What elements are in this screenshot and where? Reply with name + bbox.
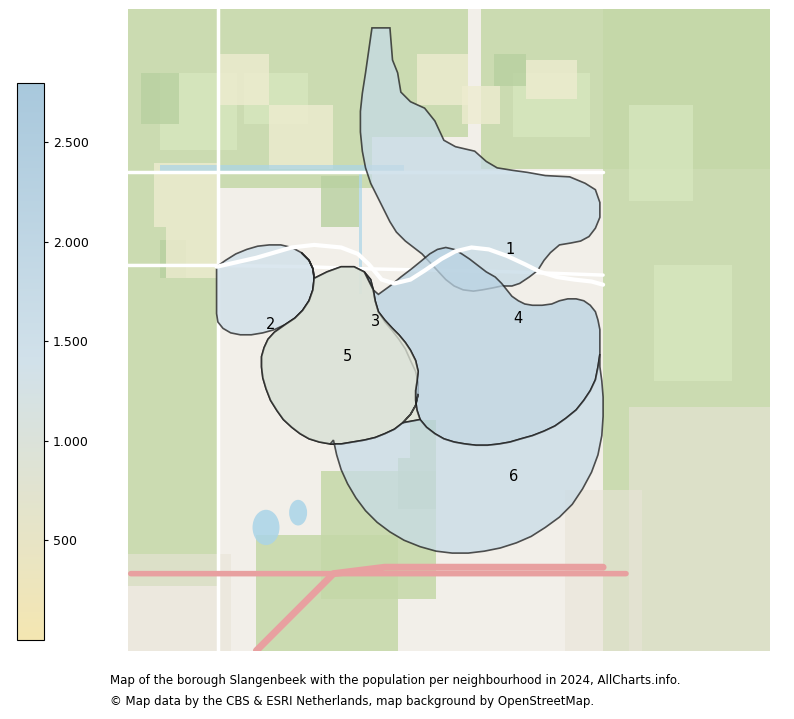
Bar — [256, 535, 398, 651]
Bar — [526, 60, 577, 99]
Bar — [462, 86, 500, 124]
Text: 6: 6 — [509, 469, 518, 484]
Bar — [218, 54, 269, 105]
Bar — [160, 165, 404, 173]
Bar — [629, 105, 693, 201]
Bar — [359, 173, 362, 294]
Ellipse shape — [252, 510, 279, 545]
Polygon shape — [261, 267, 420, 444]
Bar — [244, 73, 308, 124]
Bar — [654, 265, 731, 381]
Bar — [603, 9, 770, 329]
Bar — [269, 105, 333, 169]
Bar — [128, 188, 218, 329]
Bar — [629, 407, 770, 651]
Text: 3: 3 — [371, 314, 380, 329]
Bar — [565, 490, 642, 651]
Bar — [128, 9, 372, 188]
Text: Map of the borough Slangenbeek with the population per neighbourhood in 2024, Al: Map of the borough Slangenbeek with the … — [110, 674, 680, 687]
Bar — [160, 73, 237, 150]
Bar — [603, 329, 770, 651]
Ellipse shape — [289, 500, 307, 526]
Bar — [417, 54, 468, 105]
Bar — [513, 73, 590, 137]
Polygon shape — [360, 28, 600, 291]
Polygon shape — [217, 245, 314, 335]
Bar — [410, 420, 436, 458]
Polygon shape — [364, 247, 600, 445]
Bar — [372, 9, 468, 137]
Text: 5: 5 — [343, 349, 353, 364]
Text: 2: 2 — [266, 317, 276, 332]
Bar — [154, 162, 218, 227]
Bar — [398, 458, 436, 510]
Bar — [128, 554, 231, 651]
Polygon shape — [330, 354, 603, 553]
Text: © Map data by the CBS & ESRI Netherlands, map background by OpenStreetMap.: © Map data by the CBS & ESRI Netherlands… — [110, 695, 594, 707]
Bar — [141, 73, 179, 124]
Bar — [167, 227, 218, 278]
Polygon shape — [261, 252, 418, 444]
Bar — [321, 471, 436, 600]
Bar — [128, 329, 218, 587]
Bar — [481, 9, 770, 169]
Text: 1: 1 — [505, 242, 515, 257]
Bar — [494, 54, 526, 86]
Bar — [160, 239, 186, 278]
Bar — [321, 175, 359, 227]
Text: 4: 4 — [514, 311, 523, 326]
